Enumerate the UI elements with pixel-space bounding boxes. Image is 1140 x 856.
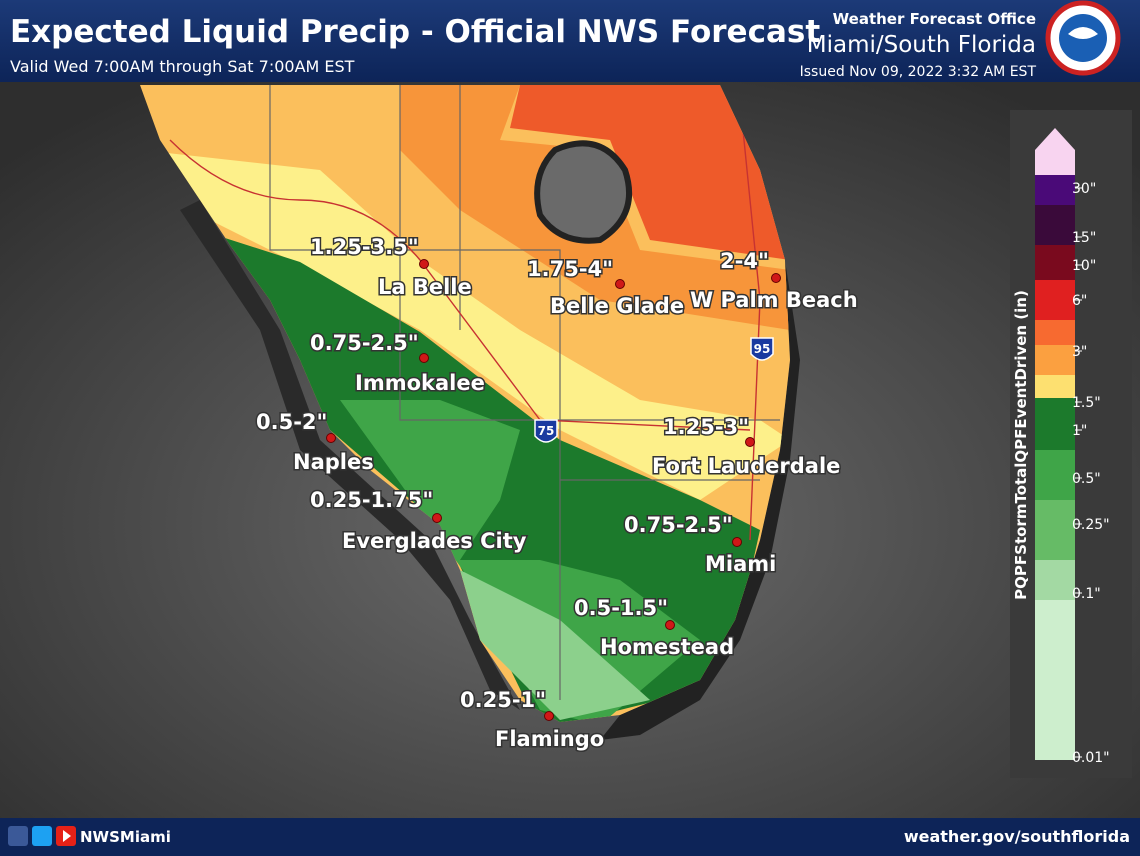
city-dot <box>615 279 625 289</box>
legend-label: 0.1" <box>1072 586 1101 602</box>
zone-red-orange <box>510 85 790 260</box>
legend-title: PQPFStormTotalQPFEventDriven (in) <box>1012 290 1030 600</box>
city-name: Homestead <box>600 635 734 659</box>
city-amount: 0.25-1.75" <box>310 488 433 512</box>
legend-swatch <box>1035 320 1075 345</box>
footer-bar <box>0 818 1140 856</box>
legend-label: 0.5" <box>1072 471 1101 487</box>
facebook-icon[interactable] <box>8 826 28 846</box>
highway-shield <box>750 337 774 361</box>
city-dot <box>419 259 429 269</box>
city-dot <box>419 353 429 363</box>
zone-light-green <box>460 570 650 720</box>
highway-number: 75 <box>538 424 555 438</box>
city-name: Immokalee <box>355 371 485 395</box>
legend-swatch <box>1035 375 1075 398</box>
city-dot <box>745 437 755 447</box>
city-dot <box>771 273 781 283</box>
city-name: Belle Glade <box>550 294 684 318</box>
legend-swatch <box>1035 128 1075 175</box>
legend-label: 30" <box>1072 181 1096 197</box>
roads <box>169 99 761 541</box>
legend-swatch <box>1035 245 1075 280</box>
west-coast <box>180 200 520 710</box>
county-lines <box>269 85 780 700</box>
city-dot <box>326 433 336 443</box>
issued: Issued Nov 09, 2022 3:32 AM EST <box>800 64 1037 80</box>
title: Expected Liquid Precip - Official NWS Fo… <box>10 14 820 50</box>
city-name: La Belle <box>378 275 472 299</box>
legend-swatch <box>1035 175 1075 205</box>
highway-shield <box>534 419 558 443</box>
city-dot <box>432 513 442 523</box>
city-name: Miami <box>705 552 776 576</box>
city-amount: 1.25-3" <box>663 415 749 439</box>
legend-swatch <box>1035 500 1075 560</box>
city-amount: 0.5-1.5" <box>574 596 668 620</box>
legend-swatch <box>1035 560 1075 600</box>
legend-label: 0.25" <box>1072 517 1110 533</box>
zone-green <box>340 400 700 722</box>
legend: 30" 15" 10" 6" 3" 1.5" 1" 0.5" 0.25" 0.1" 0.01" PQP… <box>1010 110 1132 778</box>
header-bar <box>0 0 1140 82</box>
office-name: Miami/South Florida <box>807 32 1036 58</box>
legend-label: 15" <box>1072 230 1096 246</box>
city-amount: 0.75-2.5" <box>310 331 419 355</box>
legend-swatch <box>1035 205 1075 245</box>
footer-url[interactable]: weather.gov/southflorida <box>904 827 1130 846</box>
city-dot <box>732 537 742 547</box>
legend-label: 10" <box>1072 258 1096 274</box>
office: Weather Forecast Office <box>833 10 1036 28</box>
legend-label: 3" <box>1072 344 1087 360</box>
city-amount: 1.75-4" <box>527 257 613 281</box>
legend-swatch <box>1035 600 1075 760</box>
city-dot <box>544 711 554 721</box>
legend-label: 1" <box>1072 423 1087 439</box>
legend-swatch <box>1035 280 1075 320</box>
lake-okeechobee <box>534 140 633 244</box>
legend-swatch <box>1035 398 1075 450</box>
legend-label: 0.01" <box>1072 750 1110 766</box>
legend-label: 6" <box>1072 293 1087 309</box>
city-amount: 0.25-1" <box>460 688 546 712</box>
city-amount: 1.25-3.5" <box>310 235 419 259</box>
zone-yellow <box>140 150 790 500</box>
cities: 1.25-3.5" La Belle 1.75-4" Belle Glade 2-4" W… <box>255 234 860 753</box>
highway-shields: 95 75 <box>534 337 774 443</box>
nws-logo <box>1045 0 1121 76</box>
highway-number: 95 <box>754 342 771 356</box>
play-glyph <box>63 830 71 842</box>
subtitle: Valid Wed 7:00AM through Sat 7:00AM EST <box>10 57 355 76</box>
city-name: Naples <box>293 450 374 474</box>
twitter-icon[interactable] <box>32 826 52 846</box>
city-amount: 0.75-2.5" <box>624 513 733 537</box>
city-amount: 2-4" <box>720 249 769 273</box>
city-dot <box>665 620 675 630</box>
city-name: Flamingo <box>495 727 604 751</box>
legend-swatch <box>1035 345 1075 375</box>
handle[interactable]: NWSMiami <box>80 828 171 846</box>
city-amount: 0.5-2" <box>256 410 327 434</box>
legend-swatch <box>1035 450 1075 500</box>
city-name: Fort Lauderdale <box>652 454 840 478</box>
legend-label: 1.5" <box>1072 395 1101 411</box>
city-name: W Palm Beach <box>690 288 858 312</box>
city-name: Everglades City <box>342 529 527 553</box>
